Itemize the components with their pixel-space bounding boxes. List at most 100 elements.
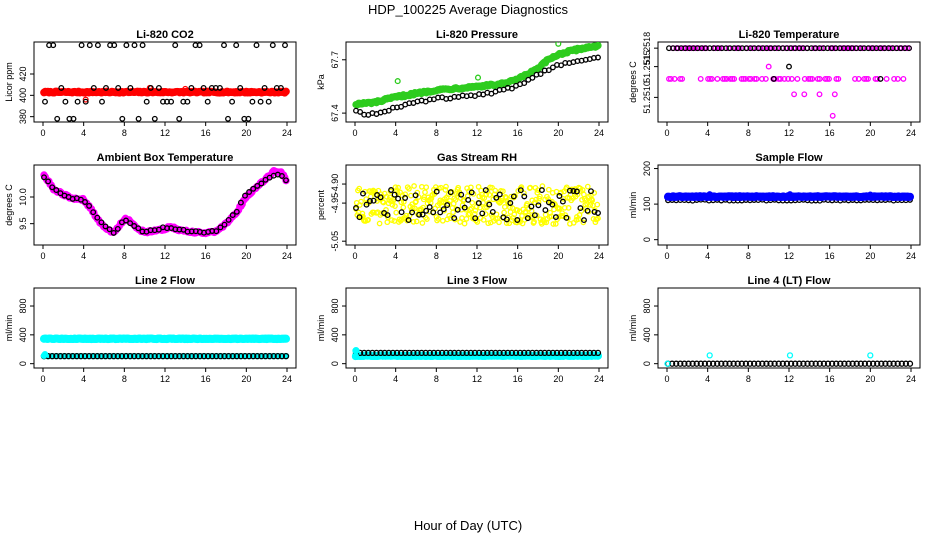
point-average: [519, 213, 525, 219]
x-tick-label: 12: [784, 128, 794, 138]
point-samples: [524, 215, 531, 222]
point-average: [398, 199, 405, 206]
point-samples: [468, 189, 475, 196]
point-samples: [126, 352, 134, 360]
point-samples: [262, 352, 269, 360]
point-average: [833, 75, 840, 82]
point-samples: [902, 360, 910, 367]
point-average: [443, 183, 449, 190]
x-tick-label: 24: [594, 251, 604, 261]
point-samples: [200, 84, 207, 91]
x-tick-label: 24: [282, 251, 292, 261]
x-tick-label: 4: [81, 374, 86, 384]
y-tick-label: 400: [642, 327, 652, 342]
data-points: [664, 352, 914, 367]
y-tick-label: -5.05: [330, 231, 340, 252]
x-tick-label: 8: [434, 128, 439, 138]
y-tick-label: 380: [18, 109, 28, 124]
point-samples: [430, 209, 437, 216]
point-samples: [503, 216, 510, 223]
point-average: [883, 75, 890, 82]
point-average: [905, 192, 915, 201]
point-samples: [771, 360, 778, 367]
point-average: [468, 184, 474, 191]
point-average-outliers: [555, 42, 562, 47]
x-tick-label: 8: [122, 128, 127, 138]
point-samples: [135, 225, 142, 232]
y-tick-label: 9.5: [18, 217, 28, 230]
point-samples: [816, 360, 823, 367]
x-tick-label: 16: [201, 251, 211, 261]
point-samples: [188, 84, 195, 91]
y-tick-label: -4.95: [330, 193, 340, 214]
point-samples: [763, 360, 770, 367]
x-tick-label: 4: [705, 374, 710, 384]
point-samples: [381, 349, 388, 357]
panel-pressure: Li-820 Pressure kPa 0 4 8 12 16 20 24 67.4 67.7: [316, 29, 609, 138]
y-tick-label: 400: [18, 327, 28, 342]
panel-line2: Line 2 Flow ml/min 0 4 8 12 16 20 24 0 400 800: [4, 275, 297, 384]
point-samples: [98, 219, 105, 226]
point-samples: [480, 349, 487, 357]
point-average: [420, 204, 426, 211]
panel-title: Sample Flow: [755, 152, 823, 164]
point-average: [742, 75, 749, 82]
point-samples: [595, 54, 601, 61]
point-samples: [357, 108, 364, 115]
point-samples: [409, 209, 416, 216]
point-samples: [443, 349, 450, 357]
y-tick-label: 10.0: [18, 188, 28, 206]
y-axis-label: ml/min: [628, 315, 638, 342]
point-average: [438, 184, 444, 191]
point-average: [708, 75, 715, 82]
point-average: [861, 75, 868, 82]
point-average: [721, 75, 728, 82]
point-samples: [471, 349, 479, 357]
x-tick-label: 4: [705, 128, 710, 138]
point-samples: [559, 198, 566, 205]
point-samples: [545, 349, 552, 357]
point-samples: [282, 352, 290, 360]
point-average: [584, 183, 591, 190]
point-samples: [204, 352, 212, 360]
point-samples: [102, 223, 109, 230]
point-samples: [184, 352, 191, 360]
point-average: [723, 75, 730, 82]
point-average: [359, 210, 366, 217]
x-tick-label: 0: [664, 374, 669, 384]
point-average: [489, 184, 495, 191]
point-samples: [209, 352, 216, 360]
point-samples: [369, 349, 376, 357]
point-samples: [139, 352, 146, 360]
point-samples: [258, 352, 265, 360]
point-samples: [73, 352, 80, 360]
point-average: [667, 75, 674, 82]
point-samples: [447, 349, 454, 357]
point-average: [786, 352, 794, 359]
point-samples: [556, 193, 563, 199]
point-average: [501, 204, 508, 210]
panel-title: Li-820 Temperature: [739, 29, 840, 41]
point-samples: [270, 352, 277, 360]
x-tick-label: 0: [40, 128, 45, 138]
panel-title: Li-820 CO2: [136, 29, 193, 41]
point-average: [423, 184, 430, 191]
y-tick-label: 400: [330, 327, 340, 342]
point-samples: [705, 360, 713, 367]
point-samples: [233, 208, 240, 215]
point-samples: [566, 349, 573, 357]
point-samples: [898, 360, 905, 367]
point-samples: [482, 187, 489, 194]
point-samples: [61, 352, 68, 360]
point-average: [814, 75, 821, 82]
point-samples: [759, 360, 766, 367]
y-axis-label: degrees C: [4, 184, 14, 226]
point-samples: [122, 352, 130, 360]
point-samples: [245, 352, 253, 360]
point-samples: [538, 187, 545, 194]
point-samples: [180, 352, 187, 360]
point-samples: [221, 221, 228, 228]
point-samples: [261, 84, 268, 91]
point-samples: [49, 184, 56, 191]
point-samples: [882, 360, 889, 367]
